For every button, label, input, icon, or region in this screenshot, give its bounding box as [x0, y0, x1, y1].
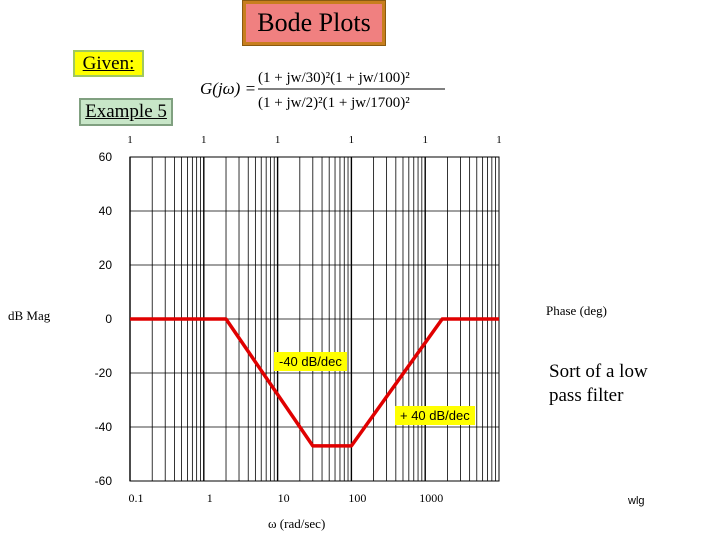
- author-initials: wlg: [628, 495, 645, 507]
- top-tick-label: 1: [422, 134, 428, 146]
- y-tick-label: -40: [95, 420, 113, 434]
- example-label: Example 5: [79, 98, 173, 126]
- y-tick-label: 60: [99, 150, 113, 164]
- tick-layer: 60 40 20 0 -20 -40 -60 0.1 1 10 100 1000 1 1 1 1 1 1: [95, 134, 502, 505]
- x-tick-label: 0.1: [129, 491, 144, 505]
- given-label: Given:: [73, 50, 144, 77]
- y-tick-label: 0: [105, 312, 112, 326]
- x-axis-label: ω (rad/sec): [268, 516, 326, 531]
- top-tick-label: 1: [127, 134, 133, 146]
- y-tick-label: 20: [99, 258, 113, 272]
- top-tick-label: 1: [275, 134, 281, 146]
- note-text: Sort of a low pass filter: [549, 361, 648, 406]
- formula-numerator: (1 + jw/30)²(1 + jw/100)²: [258, 70, 410, 86]
- formula-lhs: G(jω) =: [200, 79, 256, 98]
- x-tick-label: 1: [207, 491, 213, 505]
- top-tick-label: 1: [201, 134, 207, 146]
- top-tick-label: 1: [496, 134, 502, 146]
- formula-denominator: (1 + jw/2)²(1 + jw/1700)²: [258, 95, 410, 111]
- curve-layer: [130, 317, 499, 448]
- phase-axis-label: Phase (deg): [546, 303, 608, 318]
- x-tick-label: 10: [278, 491, 290, 505]
- slope-down-label: -40 dB/dec: [274, 352, 347, 371]
- magnitude-curve-0: [130, 317, 499, 448]
- x-tick-label: 100: [348, 491, 366, 505]
- y-tick-label: 40: [99, 204, 113, 218]
- x-tick-label: 1000: [419, 491, 443, 505]
- transfer-function-formula: G(jω) = (1 + jw/30)²(1 + jw/100)² (1 + j…: [200, 70, 445, 111]
- y-axis-label: dB Mag: [8, 308, 51, 323]
- top-tick-label: 1: [349, 134, 355, 146]
- slope-up-label: + 40 dB/dec: [395, 406, 475, 425]
- y-tick-label: -60: [95, 474, 113, 488]
- y-tick-label: -20: [95, 366, 113, 380]
- page-title: Bode Plots: [242, 0, 386, 46]
